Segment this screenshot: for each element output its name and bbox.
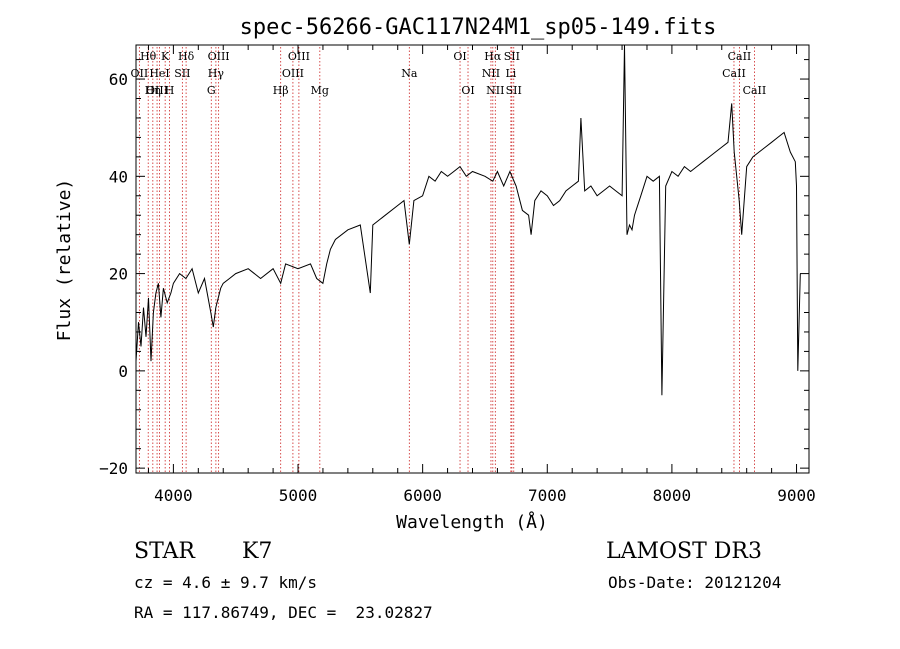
spectral-line-label: SII	[504, 50, 520, 63]
y-tick-label: 60	[109, 70, 128, 89]
spectral-line-label: OIII	[282, 67, 304, 80]
x-tick-label: 9000	[777, 486, 816, 505]
line-markers	[138, 47, 755, 473]
spectral-line-label: SII	[174, 67, 190, 80]
spectral-line-label: OIII	[146, 84, 168, 97]
spectral-line-label: OIII	[208, 50, 230, 63]
x-axis: 4000 5000 6000 7000 8000 9000	[147, 45, 816, 505]
spectral-line-label: Hθ	[140, 50, 157, 63]
spectral-line-label: CaII	[722, 67, 746, 80]
spectral-line-label: OIII	[288, 50, 310, 63]
spectrum-line	[135, 44, 801, 396]
ra-dec-coordinates: RA = 117.86749, DEC = 23.02827	[134, 603, 433, 622]
y-axis-label: Flux (relative)	[54, 179, 75, 342]
object-subclass: K7	[242, 539, 273, 564]
spectral-line-label: HeI	[149, 67, 169, 80]
spectral-line-label: Hδ	[178, 50, 195, 63]
y-axis: −20 0 20 40 60	[99, 59, 809, 478]
spectral-line-label: Li	[505, 67, 516, 80]
spectral-line-label: OI	[453, 50, 466, 63]
spectral-line-label: K	[161, 50, 170, 63]
spectral-line-label: CaII	[728, 50, 752, 63]
plot-frame	[135, 44, 810, 474]
spectral-line-label: H	[165, 84, 175, 97]
spectral-line-label: NII	[486, 84, 504, 97]
spectral-line-label: Hγ	[208, 67, 225, 80]
spectral-line-label: Hβ	[273, 84, 289, 97]
x-tick-label: 4000	[154, 486, 193, 505]
x-tick-label: 8000	[653, 486, 692, 505]
survey-name: LAMOST DR3	[606, 539, 762, 564]
y-tick-label: −20	[99, 459, 128, 478]
observation-date: Obs-Date: 20121204	[608, 573, 782, 592]
spectral-line-label: G	[207, 84, 216, 97]
spectral-line-label: Hη	[145, 84, 161, 97]
spectral-line-label: Na	[401, 67, 418, 80]
spectral-line-label: OI	[461, 84, 474, 97]
x-tick-label: 6000	[403, 486, 442, 505]
spectral-line-label: Mg	[311, 84, 329, 97]
spectral-line-label: Hα	[484, 50, 502, 63]
spectral-line-label: NII	[482, 67, 500, 80]
object-class: STAR	[134, 539, 195, 564]
x-tick-label: 5000	[279, 486, 318, 505]
y-tick-label: 20	[109, 265, 128, 284]
x-tick-label: 7000	[528, 486, 567, 505]
x-axis-label: Wavelength (Å)	[396, 511, 548, 533]
redshift-velocity: cz = 4.6 ± 9.7 km/s	[134, 573, 318, 592]
spectral-line-label: SII	[506, 84, 522, 97]
y-tick-label: 0	[118, 362, 128, 381]
spectral-line-label: CaII	[743, 84, 767, 97]
y-tick-label: 40	[109, 167, 128, 186]
chart-title: spec-56266-GAC117N24M1_sp05-149.fits	[240, 15, 717, 40]
spectral-line-label: OII	[131, 67, 149, 80]
